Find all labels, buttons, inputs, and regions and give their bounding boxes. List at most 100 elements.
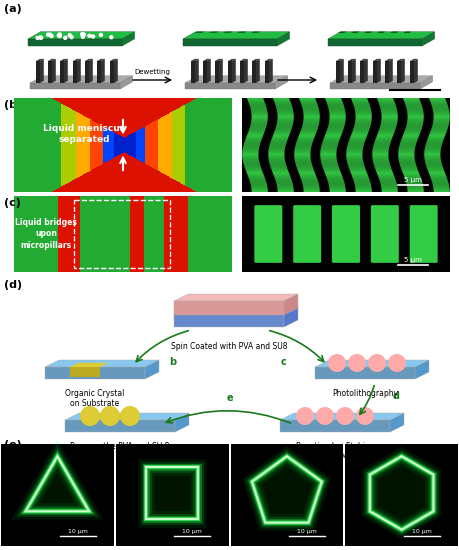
Polygon shape xyxy=(425,147,441,148)
Polygon shape xyxy=(269,158,285,159)
Polygon shape xyxy=(114,59,118,83)
Polygon shape xyxy=(375,139,392,140)
Bar xyxy=(65,106,67,184)
Polygon shape xyxy=(328,182,344,183)
Polygon shape xyxy=(427,140,443,141)
Polygon shape xyxy=(431,104,448,106)
Polygon shape xyxy=(424,153,440,154)
Text: 5 μm: 5 μm xyxy=(404,177,422,183)
Polygon shape xyxy=(433,120,449,121)
Polygon shape xyxy=(407,108,423,109)
Polygon shape xyxy=(252,119,268,120)
Polygon shape xyxy=(272,137,289,138)
Polygon shape xyxy=(244,166,261,167)
Polygon shape xyxy=(277,32,290,46)
Polygon shape xyxy=(295,145,312,146)
Polygon shape xyxy=(265,59,273,61)
Polygon shape xyxy=(355,119,372,120)
Circle shape xyxy=(64,36,67,39)
Polygon shape xyxy=(402,137,419,138)
Polygon shape xyxy=(378,175,394,176)
Bar xyxy=(345,444,458,546)
Circle shape xyxy=(110,36,113,38)
Polygon shape xyxy=(425,161,441,162)
Polygon shape xyxy=(329,187,346,188)
Polygon shape xyxy=(251,108,267,109)
Polygon shape xyxy=(278,190,294,191)
Polygon shape xyxy=(325,136,341,137)
Bar xyxy=(119,136,122,154)
Bar xyxy=(385,61,389,83)
Polygon shape xyxy=(303,114,319,115)
Polygon shape xyxy=(426,166,443,167)
Polygon shape xyxy=(349,141,365,142)
Polygon shape xyxy=(408,113,424,114)
Polygon shape xyxy=(324,171,341,172)
Polygon shape xyxy=(246,139,262,140)
Polygon shape xyxy=(400,166,417,167)
Polygon shape xyxy=(174,294,298,301)
Polygon shape xyxy=(274,101,291,102)
Bar xyxy=(60,61,64,83)
Polygon shape xyxy=(278,191,294,192)
Polygon shape xyxy=(274,131,291,132)
Polygon shape xyxy=(407,123,423,124)
Polygon shape xyxy=(251,185,267,186)
FancyBboxPatch shape xyxy=(371,205,399,263)
Polygon shape xyxy=(303,118,320,119)
Bar xyxy=(151,123,153,167)
Polygon shape xyxy=(381,190,398,191)
Polygon shape xyxy=(320,154,336,155)
Polygon shape xyxy=(350,136,367,137)
Circle shape xyxy=(120,406,140,426)
Bar xyxy=(141,128,144,162)
Polygon shape xyxy=(405,104,422,106)
Polygon shape xyxy=(277,123,293,124)
Polygon shape xyxy=(408,114,424,115)
Polygon shape xyxy=(246,137,263,138)
Polygon shape xyxy=(297,168,313,169)
Bar xyxy=(215,61,219,83)
Polygon shape xyxy=(376,138,392,139)
Polygon shape xyxy=(406,182,422,183)
Polygon shape xyxy=(271,167,287,168)
Polygon shape xyxy=(425,157,441,158)
Polygon shape xyxy=(271,141,287,142)
Polygon shape xyxy=(330,118,346,119)
Polygon shape xyxy=(407,187,424,188)
Polygon shape xyxy=(250,183,267,184)
Polygon shape xyxy=(329,121,346,122)
Polygon shape xyxy=(346,153,363,154)
Polygon shape xyxy=(298,138,314,139)
Polygon shape xyxy=(372,157,389,158)
Polygon shape xyxy=(372,152,388,153)
Polygon shape xyxy=(330,117,346,118)
Text: (d): (d) xyxy=(4,280,22,290)
Bar xyxy=(181,106,184,184)
Polygon shape xyxy=(373,59,381,61)
Polygon shape xyxy=(351,174,368,175)
Polygon shape xyxy=(353,102,369,103)
Polygon shape xyxy=(356,190,372,191)
Polygon shape xyxy=(379,178,395,179)
Polygon shape xyxy=(301,103,317,104)
Bar xyxy=(170,112,173,178)
Polygon shape xyxy=(271,139,288,140)
Polygon shape xyxy=(379,179,396,180)
Polygon shape xyxy=(237,31,246,33)
Bar xyxy=(172,111,174,179)
Polygon shape xyxy=(347,148,363,149)
Polygon shape xyxy=(252,118,268,119)
Circle shape xyxy=(368,354,386,372)
Polygon shape xyxy=(407,122,423,123)
Polygon shape xyxy=(60,59,68,61)
Polygon shape xyxy=(249,104,266,106)
Polygon shape xyxy=(406,107,423,108)
Polygon shape xyxy=(433,113,450,114)
Polygon shape xyxy=(322,144,338,145)
Polygon shape xyxy=(330,119,346,120)
Polygon shape xyxy=(356,116,372,117)
Polygon shape xyxy=(354,106,370,107)
Polygon shape xyxy=(403,136,419,137)
Polygon shape xyxy=(251,184,267,185)
